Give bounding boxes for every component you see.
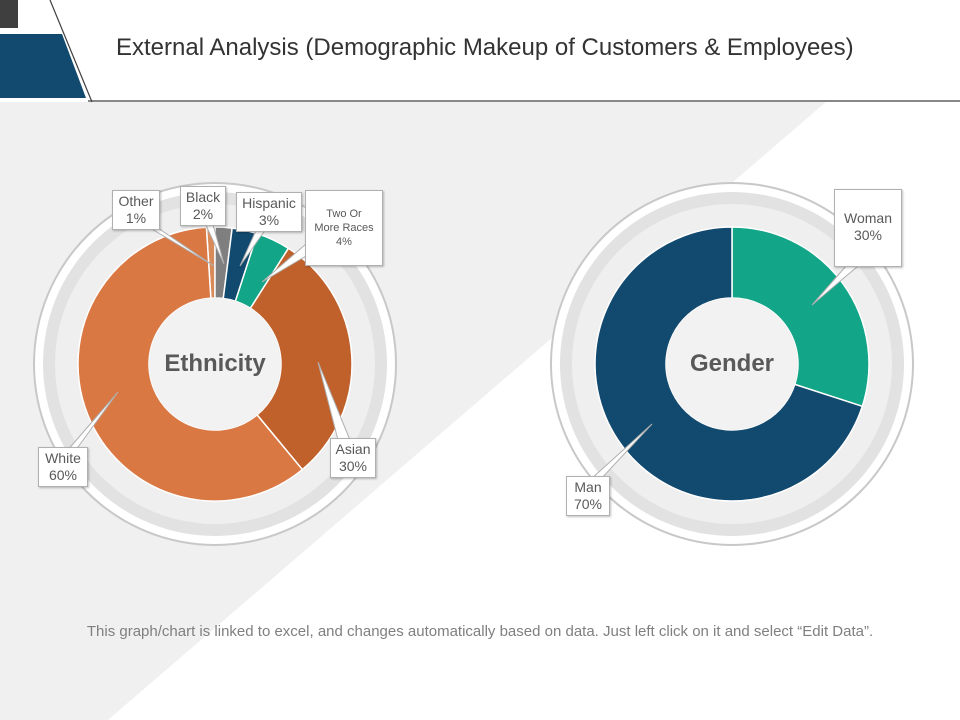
label-other[interactable]: Other 1% (112, 190, 160, 230)
header-accent-shape (0, 34, 86, 98)
label-two-or-more-value: 4% (336, 236, 352, 248)
label-hispanic-value: 3% (258, 212, 280, 228)
label-man-name: Man (574, 479, 602, 495)
label-asian[interactable]: Asian 30% (330, 438, 376, 478)
label-hispanic[interactable]: Hispanic 3% (236, 192, 302, 232)
gender-donut-chart[interactable] (550, 182, 914, 546)
donut-hole (666, 298, 798, 430)
ethnicity-donut-chart[interactable] (33, 182, 397, 546)
label-woman-value: 30% (853, 227, 883, 243)
label-hispanic-name: Hispanic (242, 195, 296, 211)
label-other-value: 1% (125, 210, 147, 226)
label-man-value: 70% (573, 496, 603, 512)
label-black-name: Black (185, 189, 221, 205)
label-white-name: White (45, 450, 81, 466)
donut-hole (149, 298, 281, 430)
label-white[interactable]: White 60% (38, 447, 88, 487)
label-two-or-more[interactable]: Two Or More Races 4% (305, 190, 383, 266)
label-white-value: 60% (48, 467, 78, 483)
label-woman[interactable]: Woman 30% (834, 189, 902, 267)
label-two-or-more-name: Two Or More Races (314, 208, 374, 234)
label-black[interactable]: Black 2% (180, 186, 226, 226)
label-woman-name: Woman (844, 210, 892, 226)
page-title: External Analysis (Demographic Makeup of… (116, 34, 854, 61)
gender-center-label: Gender (689, 350, 775, 377)
footer-note: This graph/chart is linked to excel, and… (86, 623, 874, 640)
header-diagonal-line (49, 0, 93, 103)
label-black-value: 2% (192, 206, 214, 222)
header-accent-small (0, 0, 18, 28)
label-asian-value: 30% (338, 458, 368, 474)
label-man[interactable]: Man 70% (566, 476, 610, 516)
label-asian-name: Asian (335, 441, 371, 457)
ethnicity-center-label: Ethnicity (164, 350, 266, 377)
label-other-name: Other (118, 193, 154, 209)
